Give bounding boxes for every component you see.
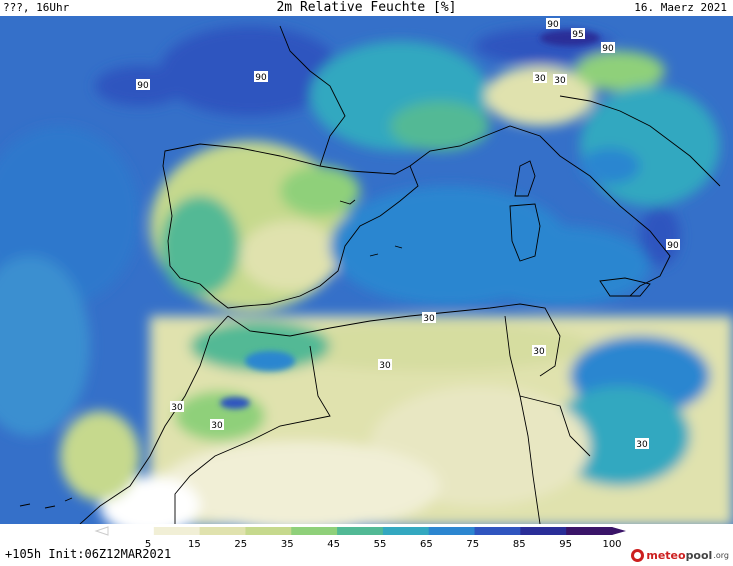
contour-label: 30 <box>210 419 224 431</box>
color-scale: 5 15 25 35 45 55 65 75 85 95 100 <box>94 526 626 550</box>
legend-tick-label: 15 <box>188 539 201 550</box>
legend-swatch <box>153 527 201 535</box>
contour-label: 30 <box>533 72 547 84</box>
legend-swatch <box>566 527 613 535</box>
model-run-info: +105h Init:06Z12MAR2021 <box>5 547 172 561</box>
legend-swatch <box>474 527 521 535</box>
contour-label: 90 <box>254 71 268 83</box>
svg-text:90: 90 <box>137 81 149 91</box>
legend-swatch <box>291 527 338 535</box>
legend-tick-label: 95 <box>559 539 572 550</box>
contour-label: 30 <box>553 74 567 86</box>
humidity-field: 90 90 90 95 90 30 30 90 30 30 30 30 30 30 <box>0 16 733 524</box>
brand-text-2: pool <box>685 549 713 562</box>
contour-label: 90 <box>666 239 680 251</box>
svg-text:90: 90 <box>255 73 267 83</box>
legend-tick-label: 100 <box>602 539 621 550</box>
svg-text:95: 95 <box>572 30 583 40</box>
legend-swatch <box>520 527 567 535</box>
svg-text:90: 90 <box>547 20 559 30</box>
svg-text:30: 30 <box>423 314 435 324</box>
meteopool-logo-icon <box>631 549 645 562</box>
legend-tick-label: 85 <box>513 539 526 550</box>
contour-label: 30 <box>170 401 184 413</box>
legend-tick-label: 25 <box>234 539 247 550</box>
svg-text:30: 30 <box>554 76 566 86</box>
legend-swatch <box>337 527 384 535</box>
svg-text:30: 30 <box>534 74 546 84</box>
svg-text:30: 30 <box>379 361 391 371</box>
legend-swatch <box>108 527 155 535</box>
contour-label: 30 <box>422 312 436 324</box>
legend-swatch <box>382 527 430 535</box>
contour-label: 30 <box>635 438 649 450</box>
contour-labels: 90 90 90 95 90 30 30 90 30 30 30 30 30 30 <box>136 18 680 450</box>
contour-label: 90 <box>546 18 560 30</box>
legend-min-arrow <box>94 526 109 536</box>
legend-swatch <box>428 527 476 535</box>
humidity-shading <box>0 26 733 524</box>
legend-swatch <box>245 527 292 535</box>
contour-label: 90 <box>136 79 150 91</box>
legend-tick-label: 65 <box>420 539 433 550</box>
brand-text-1: meteo <box>646 549 686 562</box>
svg-text:30: 30 <box>171 403 183 413</box>
map-header: ???, 16Uhr 2m Relative Feuchte [%] 16. M… <box>0 0 733 16</box>
contour-label: 30 <box>532 345 546 357</box>
legend-tick-label: 55 <box>374 539 387 550</box>
legend-area: 5 15 25 35 45 55 65 75 85 95 100 +105h Init:06Z12M… <box>0 524 733 566</box>
contour-label: 90 <box>601 42 615 54</box>
svg-text:90: 90 <box>667 241 679 251</box>
legend-swatch <box>199 527 246 535</box>
location-time-label: ???, 16Uhr <box>3 1 70 14</box>
coastlines <box>19 25 721 524</box>
legend-max-arrow <box>612 527 626 535</box>
contour-label: 30 <box>378 359 392 371</box>
svg-text:30: 30 <box>636 440 648 450</box>
legend-tick-label: 5 <box>145 539 151 550</box>
svg-text:90: 90 <box>602 44 614 54</box>
map-title: 2m Relative Feuchte [%] <box>276 0 457 15</box>
legend-tick-label: 35 <box>281 539 294 550</box>
contour-label: 95 <box>571 28 585 40</box>
svg-text:30: 30 <box>211 421 223 431</box>
meteopool-logo[interactable]: meteo pool .org <box>631 549 729 562</box>
brand-text-3: .org <box>713 551 729 560</box>
forecast-date: 16. Maerz 2021 <box>634 1 727 14</box>
svg-text:30: 30 <box>533 347 545 357</box>
humidity-map[interactable]: 90 90 90 95 90 30 30 90 30 30 30 30 30 30 <box>0 16 733 524</box>
legend-tick-label: 75 <box>466 539 479 550</box>
legend-tick-label: 45 <box>327 539 340 550</box>
